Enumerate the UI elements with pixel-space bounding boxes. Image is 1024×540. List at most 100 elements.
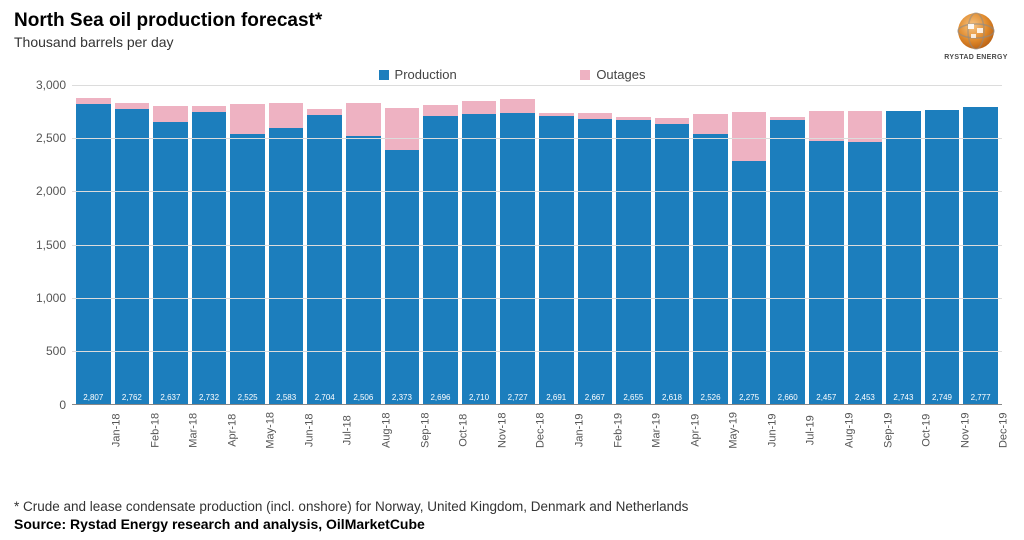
bar-stack bbox=[192, 106, 227, 404]
y-tick: 0 bbox=[59, 398, 66, 412]
y-tick: 1,000 bbox=[36, 291, 66, 305]
production-value-label: 2,691 bbox=[546, 393, 566, 402]
legend-outages: Outages bbox=[580, 67, 645, 82]
logo: RYSTAD ENERGY bbox=[942, 10, 1010, 61]
segment-production bbox=[462, 114, 497, 403]
segment-production bbox=[848, 142, 883, 404]
production-value-label: 2,807 bbox=[83, 393, 103, 402]
legend: Production Outages bbox=[14, 67, 1010, 83]
grid-line bbox=[72, 245, 1002, 246]
page: North Sea oil production forecast* Thous… bbox=[0, 0, 1024, 540]
y-axis: 05001,0001,5002,0002,5003,000 bbox=[14, 85, 72, 405]
bar-stack bbox=[153, 106, 188, 403]
bar-stack bbox=[385, 108, 420, 404]
bar-stack bbox=[462, 101, 497, 404]
segment-production bbox=[500, 113, 535, 404]
production-value-label: 2,710 bbox=[469, 393, 489, 402]
segment-production bbox=[307, 115, 342, 403]
production-value-label: 2,275 bbox=[739, 393, 759, 402]
segment-production bbox=[153, 122, 188, 403]
production-value-label: 2,525 bbox=[238, 393, 258, 402]
production-value-label: 2,457 bbox=[816, 393, 836, 402]
grid-line bbox=[72, 85, 1002, 86]
legend-label-outages: Outages bbox=[596, 67, 645, 82]
bar-stack bbox=[963, 107, 998, 403]
production-value-label: 2,743 bbox=[893, 393, 913, 402]
chart-title: North Sea oil production forecast* bbox=[14, 10, 322, 32]
bar-stack bbox=[770, 117, 805, 404]
production-value-label: 2,727 bbox=[508, 393, 528, 402]
segment-outages bbox=[500, 99, 535, 113]
production-value-label: 2,373 bbox=[392, 393, 412, 402]
bar-stack bbox=[269, 103, 304, 403]
legend-swatch-production bbox=[379, 70, 389, 80]
segment-production bbox=[115, 109, 150, 404]
segment-outages bbox=[423, 105, 458, 116]
y-tick: 1,500 bbox=[36, 238, 66, 252]
bar-stack bbox=[809, 111, 844, 404]
segment-outages bbox=[693, 114, 728, 134]
segment-production bbox=[578, 119, 613, 403]
grid-line bbox=[72, 351, 1002, 352]
production-value-label: 2,732 bbox=[199, 393, 219, 402]
source: Source: Rystad Energy research and analy… bbox=[14, 516, 1010, 532]
y-tick: 3,000 bbox=[36, 78, 66, 92]
production-value-label: 2,506 bbox=[353, 393, 373, 402]
production-value-label: 2,583 bbox=[276, 393, 296, 402]
segment-outages bbox=[269, 103, 304, 128]
segment-outages bbox=[230, 104, 265, 134]
bar-stack bbox=[346, 103, 381, 403]
segment-production bbox=[230, 134, 265, 403]
segment-production bbox=[616, 120, 651, 403]
production-value-label: 2,637 bbox=[160, 393, 180, 402]
segment-production bbox=[385, 150, 420, 403]
footer: * Crude and lease condensate production … bbox=[14, 499, 1010, 532]
y-tick: 2,500 bbox=[36, 131, 66, 145]
segment-production bbox=[539, 116, 574, 403]
bar-stack bbox=[500, 99, 535, 404]
grid-line bbox=[72, 138, 1002, 139]
bar-stack bbox=[307, 109, 342, 404]
production-value-label: 2,704 bbox=[315, 393, 335, 402]
segment-production bbox=[963, 107, 998, 403]
legend-label-production: Production bbox=[395, 67, 457, 82]
globe-icon bbox=[954, 10, 998, 52]
production-value-label: 2,762 bbox=[122, 393, 142, 402]
header: North Sea oil production forecast* Thous… bbox=[14, 10, 1010, 61]
segment-outages bbox=[346, 103, 381, 136]
bar-stack bbox=[76, 98, 111, 404]
production-value-label: 2,667 bbox=[585, 393, 605, 402]
legend-production: Production bbox=[379, 67, 457, 82]
bar-stack bbox=[925, 110, 960, 403]
segment-production bbox=[76, 104, 111, 403]
grid-line bbox=[72, 191, 1002, 192]
bar-stack bbox=[539, 113, 574, 403]
segment-outages bbox=[462, 101, 497, 115]
segment-outages bbox=[153, 106, 188, 122]
segment-production bbox=[809, 141, 844, 403]
segment-production bbox=[346, 136, 381, 403]
segment-production bbox=[925, 110, 960, 403]
bar-stack bbox=[732, 112, 767, 404]
segment-production bbox=[192, 112, 227, 403]
segment-production bbox=[886, 111, 921, 404]
footnote: * Crude and lease condensate production … bbox=[14, 499, 1010, 514]
bar-stack bbox=[230, 104, 265, 403]
legend-swatch-outages bbox=[580, 70, 590, 80]
logo-text: RYSTAD ENERGY bbox=[944, 54, 1007, 61]
chart: 05001,0001,5002,0002,5003,000 2,8072,762… bbox=[14, 85, 1010, 465]
plot-area: 2,807 2,762 2,637 2,732 2,525 2,583 2,704 2,506… bbox=[72, 85, 1002, 405]
segment-production bbox=[732, 161, 767, 404]
bar-stack bbox=[693, 114, 728, 403]
production-value-label: 2,618 bbox=[662, 393, 682, 402]
bar-stack bbox=[115, 103, 150, 404]
segment-production bbox=[770, 120, 805, 404]
segment-outages bbox=[385, 108, 420, 151]
production-value-label: 2,655 bbox=[623, 393, 643, 402]
production-value-label: 2,453 bbox=[855, 393, 875, 402]
bar-stack bbox=[655, 118, 690, 404]
segment-production bbox=[423, 116, 458, 404]
chart-subtitle: Thousand barrels per day bbox=[14, 34, 322, 50]
bar-stack bbox=[578, 113, 613, 404]
bar-stack bbox=[886, 111, 921, 404]
